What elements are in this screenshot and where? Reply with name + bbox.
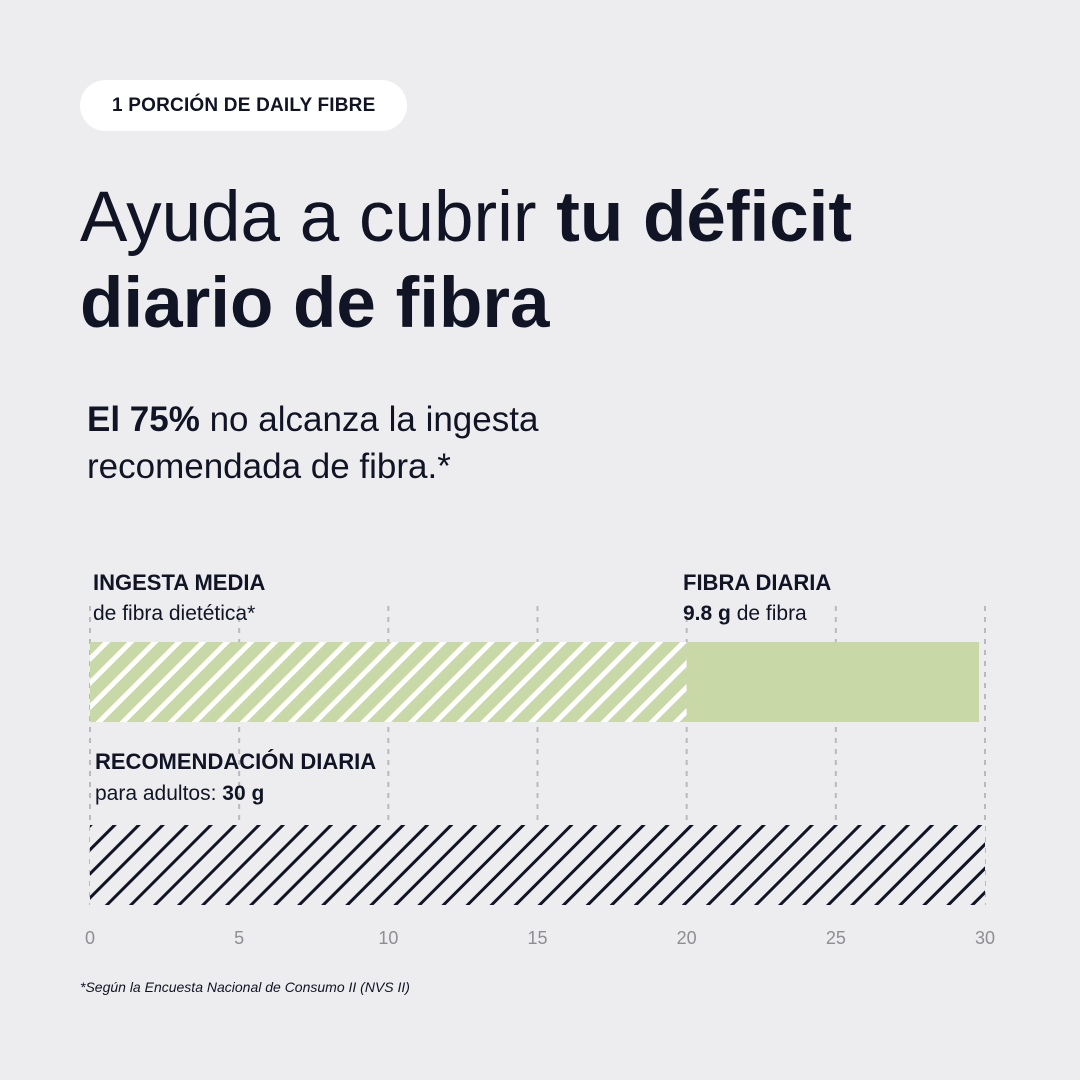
x-axis-ticks: 0 5 10 15 20 25 30 [85,928,995,948]
recommendation-text: para adultos: [95,782,223,805]
x-tick-label-15: 15 [527,928,547,948]
headline-regular: Ayuda a cubrir [80,178,557,257]
bar-0-segment-0 [90,642,687,722]
x-tick-label-0: 0 [85,928,95,948]
footnote: *Según la Encuesta Nacional de Consumo I… [80,979,410,995]
x-tick-label-20: 20 [677,928,697,948]
recommendation-title: RECOMENDACIÓN DIARIA [95,749,377,774]
intake-subtitle: de fibra dietética* [93,602,256,625]
bars [90,642,985,905]
recommendation-subtitle: para adultos: 30 g [95,780,264,808]
fibre-unit-text: de fibra [730,602,807,625]
stat-percentage: El 75% [87,400,200,439]
x-tick-label-30: 30 [975,928,995,948]
statistic-text: El 75% no alcanza la ingesta recomendada… [87,396,687,490]
x-tick-label-5: 5 [234,928,244,948]
recommendation-value: 30 g [222,782,265,805]
headline: Ayuda a cubrir tu déficit diario de fibr… [80,175,1020,347]
x-tick-label-10: 10 [378,928,398,948]
intake-title: INGESTA MEDIA [93,570,266,595]
fibre-subtitle: 9.8 g de fibra [683,600,807,628]
stat-rest: no alcanza la ingesta recomendada de fib… [87,400,539,486]
bar-0-segment-1 [686,642,980,722]
product-badge: 1 PORCIÓN DE DAILY FIBRE [80,80,408,131]
fibre-title: FIBRA DIARIA [683,570,832,595]
fibre-value: 9.8 g [683,602,731,625]
headline-bold: tu déficit diario de fibra [80,178,853,343]
x-tick-label-25: 25 [826,928,846,948]
bar-1-segment-0 [90,825,985,905]
